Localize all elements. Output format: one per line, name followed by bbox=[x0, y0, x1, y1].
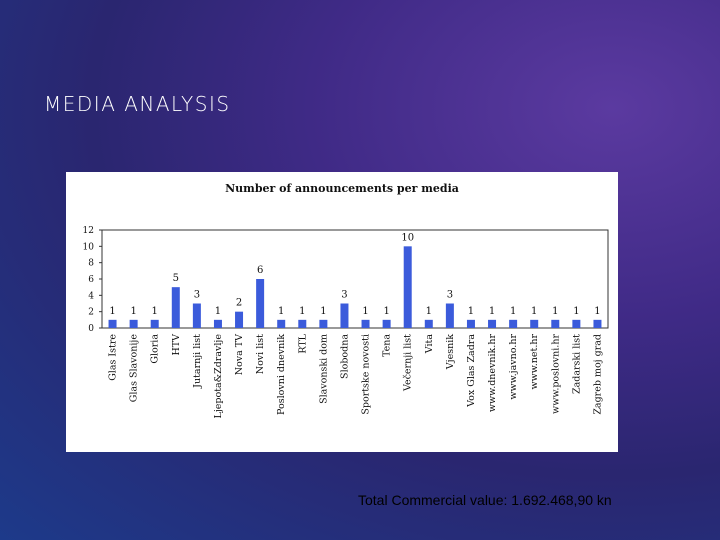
data-label: 1 bbox=[215, 306, 221, 317]
bar bbox=[150, 319, 159, 328]
x-tick-label: Tena bbox=[382, 334, 393, 357]
bar bbox=[488, 319, 497, 328]
chart-panel: Number of announcements per media 0 2 4 6 8 1… bbox=[66, 172, 618, 452]
chart-title: Number of announcements per media bbox=[225, 182, 459, 195]
bar bbox=[108, 319, 117, 328]
x-tick-label: www.net.hr bbox=[529, 334, 540, 390]
y-tick-label: 4 bbox=[88, 291, 94, 301]
data-label: 1 bbox=[109, 306, 115, 317]
x-tick-label: Slavonski dom bbox=[318, 334, 329, 404]
x-tick-label: Slobodna bbox=[339, 334, 350, 379]
data-label: 10 bbox=[401, 232, 414, 243]
data-label: 1 bbox=[510, 306, 516, 317]
bar bbox=[171, 287, 180, 328]
x-tick-label: Vjesnik bbox=[445, 334, 456, 370]
x-tick-label: www.dnevnik.hr bbox=[487, 334, 498, 413]
x-tick-label: Novi list bbox=[255, 334, 266, 374]
total-commercial-value: Total Commercial value: 1.692.468,90 kn bbox=[358, 492, 612, 508]
x-tick-label: Vita bbox=[424, 334, 435, 355]
x-tick-label: www.poslovni.hr bbox=[550, 334, 561, 414]
x-tick-label: HTV bbox=[171, 334, 182, 356]
bar bbox=[466, 319, 475, 328]
bar bbox=[298, 319, 307, 328]
bar bbox=[530, 319, 539, 328]
data-label: 3 bbox=[194, 290, 200, 301]
bar bbox=[277, 319, 286, 328]
data-label: 1 bbox=[594, 306, 600, 317]
x-tick-label: Sportske novosti bbox=[361, 334, 372, 415]
x-tick-label: www.javno.hr bbox=[508, 334, 519, 400]
bar bbox=[403, 246, 412, 328]
data-label: 1 bbox=[489, 306, 495, 317]
data-label: 6 bbox=[257, 265, 263, 276]
data-label: 1 bbox=[362, 306, 368, 317]
bar bbox=[319, 319, 328, 328]
bar bbox=[509, 319, 518, 328]
x-tick-label: Glas Slavonije bbox=[129, 334, 140, 403]
data-label: 3 bbox=[447, 290, 453, 301]
x-tick-label: Vox Glas Zadra bbox=[466, 334, 477, 408]
bar bbox=[256, 279, 265, 328]
bar bbox=[593, 319, 602, 328]
x-tick-label: Zagreb moj grad bbox=[592, 334, 603, 415]
slide-title: MEDIA ANALYSIS bbox=[44, 92, 231, 116]
y-tick-label: 10 bbox=[83, 242, 95, 252]
bar bbox=[361, 319, 370, 328]
bar bbox=[551, 319, 560, 328]
data-label: 3 bbox=[341, 290, 347, 301]
data-label: 5 bbox=[173, 273, 179, 284]
x-tick-label: Jutarnji list bbox=[192, 334, 203, 389]
data-label: 1 bbox=[426, 306, 432, 317]
bar bbox=[192, 303, 201, 328]
y-tick-label: 0 bbox=[88, 324, 94, 334]
data-label: 1 bbox=[468, 306, 474, 317]
bar bbox=[213, 319, 222, 328]
data-label: 1 bbox=[531, 306, 537, 317]
data-label: 1 bbox=[573, 306, 579, 317]
data-label: 2 bbox=[236, 298, 242, 309]
x-tick-label: Ljepota&Zdravlje bbox=[213, 334, 224, 419]
x-tick-label: Glas Istre bbox=[108, 334, 119, 381]
data-label: 1 bbox=[130, 306, 136, 317]
x-tick-label: Gloria bbox=[150, 334, 161, 364]
y-tick-label: 6 bbox=[88, 275, 94, 285]
bar bbox=[129, 319, 138, 328]
y-tick-label: 2 bbox=[88, 308, 94, 318]
bar bbox=[340, 303, 349, 328]
y-tick-label: 8 bbox=[88, 259, 94, 269]
data-label: 1 bbox=[552, 306, 558, 317]
bar bbox=[424, 319, 433, 328]
data-label: 1 bbox=[278, 306, 284, 317]
x-tick-label: Poslovni dnevnik bbox=[276, 334, 287, 415]
bar bbox=[235, 311, 244, 328]
bar bbox=[382, 319, 391, 328]
y-tick-label: 12 bbox=[83, 226, 94, 236]
data-label: 1 bbox=[152, 306, 158, 317]
x-tick-label: RTL bbox=[297, 333, 308, 353]
data-label: 1 bbox=[383, 306, 389, 317]
data-label: 1 bbox=[299, 306, 305, 317]
x-tick-label: Večernji list bbox=[403, 334, 414, 392]
x-tick-label: Nova TV bbox=[234, 334, 245, 375]
bar bbox=[572, 319, 581, 328]
bar bbox=[445, 303, 454, 328]
data-label: 1 bbox=[320, 306, 326, 317]
x-tick-label: Zadarski list bbox=[571, 334, 582, 394]
